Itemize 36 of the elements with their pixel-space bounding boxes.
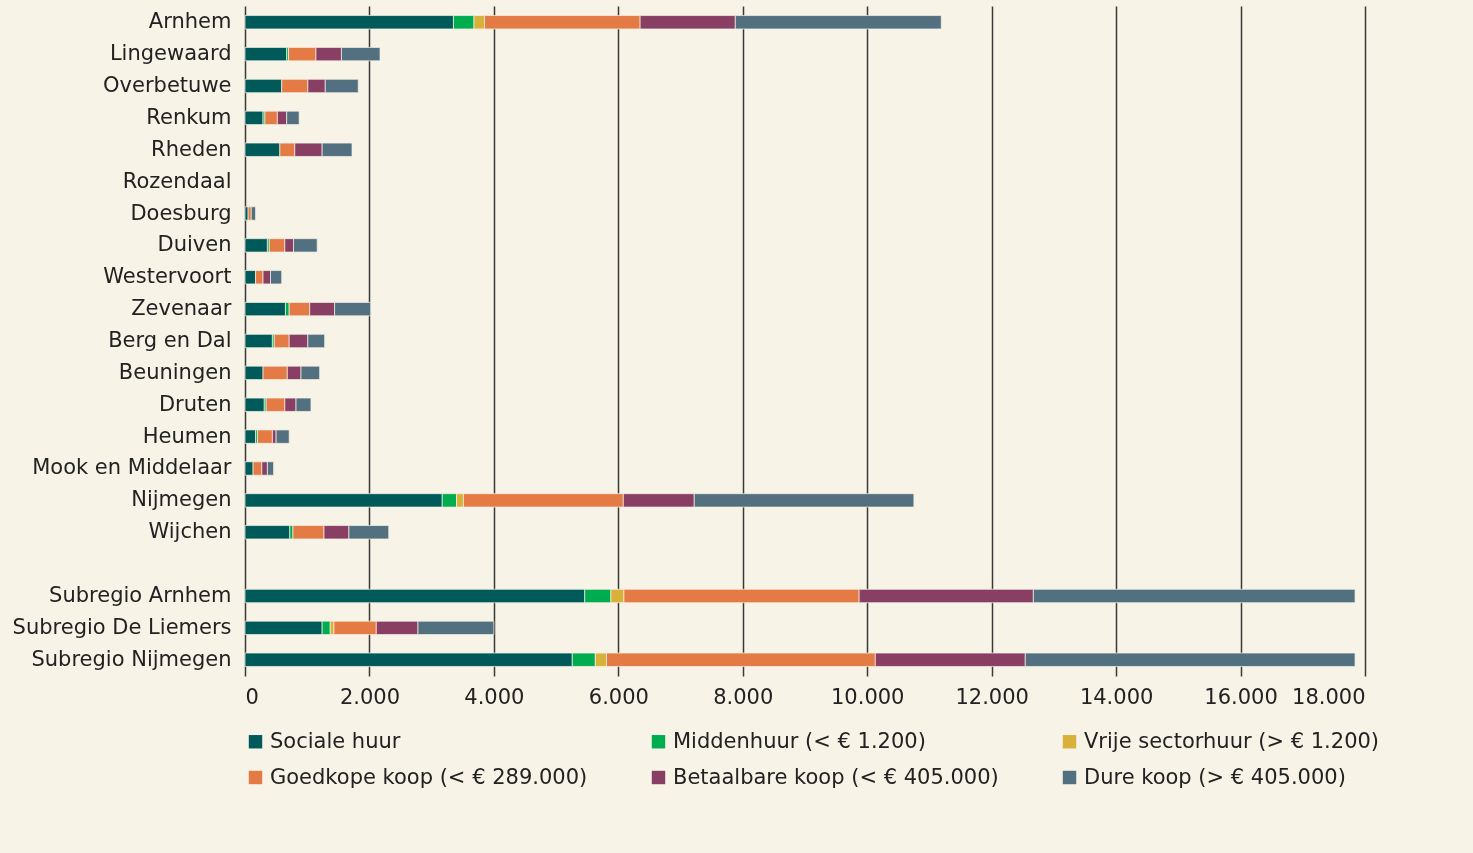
y-tick-label: Duiven [157, 232, 232, 257]
x-tick-label: 6.000 [588, 684, 649, 709]
y-tick-label: Zevenaar [131, 296, 232, 321]
legend-label: Middenhuur (< € 1.200) [673, 728, 926, 753]
y-tick-label: Wijchen [148, 519, 232, 544]
x-tick-label: 0 [245, 684, 259, 709]
y-tick-label: Heumen [142, 423, 232, 448]
x-tick-label: 10.000 [830, 684, 905, 709]
y-tick-label: Subregio Arnhem [49, 583, 232, 607]
y-tick-label: Doesburg [130, 200, 232, 225]
legend-label: Goedkope koop (< € 289.000) [270, 764, 588, 789]
y-tick-label: Renkum [146, 104, 232, 129]
y-tick-label: Mook en Middelaar [32, 455, 232, 480]
legend-label: Dure koop (> € 405.000) [1084, 764, 1346, 789]
y-tick-label: Arnhem [148, 9, 232, 34]
y-tick-label: Subregio Nijmegen [31, 646, 232, 671]
legend-label: Betaalbare koop (< € 405.000) [673, 764, 999, 789]
y-tick-label: Overbetuwe [103, 73, 232, 97]
y-tick-label: Druten [158, 391, 232, 416]
y-tick-label: Lingewaard [109, 41, 232, 66]
x-tick-label: 2.000 [339, 684, 401, 709]
y-tick-label: Rheden [151, 136, 232, 161]
x-tick-label: 4.000 [464, 684, 525, 709]
y-tick-label: Westervoort [103, 264, 232, 289]
y-tick-label: Rozendaal [122, 168, 232, 193]
x-tick-label: 12.000 [955, 684, 1029, 709]
y-tick-label: Berg en Dal [108, 328, 232, 352]
y-tick-label: Subregio De Liemers [12, 614, 232, 639]
legend-label: Vrije sectorhuur (> € 1.200) [1084, 728, 1380, 753]
y-tick-label: Nijmegen [131, 487, 232, 512]
x-tick-label: 14.000 [1079, 684, 1154, 709]
x-tick-label: 8.000 [713, 684, 774, 709]
x-tick-label: 16.000 [1204, 684, 1278, 709]
x-tick-label: 18.000 [1292, 684, 1366, 709]
legend-label: Sociale huur [270, 728, 401, 753]
y-tick-label: Beuningen [118, 359, 232, 384]
